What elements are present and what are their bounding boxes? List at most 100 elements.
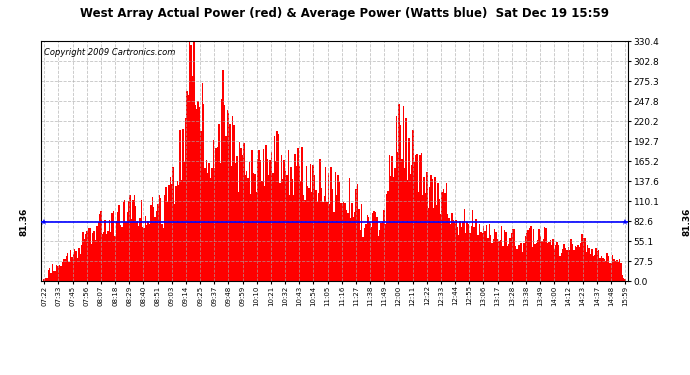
Bar: [382, 222, 383, 281]
Bar: [490, 235, 491, 281]
Bar: [401, 159, 402, 281]
Bar: [619, 259, 620, 281]
Bar: [533, 230, 534, 281]
Bar: [620, 262, 622, 281]
Bar: [175, 186, 177, 281]
Bar: [215, 148, 217, 281]
Bar: [537, 240, 538, 281]
Bar: [132, 200, 134, 281]
Bar: [482, 233, 483, 281]
Bar: [289, 195, 290, 281]
Bar: [508, 244, 509, 281]
Bar: [479, 224, 480, 281]
Bar: [240, 148, 241, 281]
Bar: [248, 162, 250, 281]
Bar: [520, 243, 522, 281]
Bar: [46, 278, 48, 281]
Bar: [376, 217, 377, 281]
Bar: [451, 213, 453, 281]
Bar: [604, 259, 605, 281]
Bar: [273, 173, 274, 281]
Bar: [616, 260, 618, 281]
Bar: [137, 221, 138, 281]
Bar: [440, 214, 442, 281]
Bar: [354, 212, 355, 281]
Bar: [624, 279, 626, 281]
Bar: [274, 136, 275, 281]
Bar: [275, 162, 277, 281]
Bar: [182, 129, 184, 281]
Bar: [608, 256, 609, 281]
Bar: [388, 154, 390, 281]
Bar: [99, 214, 100, 281]
Bar: [414, 162, 415, 281]
Bar: [443, 189, 444, 281]
Bar: [573, 250, 575, 281]
Bar: [509, 238, 511, 281]
Bar: [500, 240, 501, 281]
Bar: [426, 172, 428, 281]
Bar: [213, 140, 214, 281]
Bar: [457, 227, 458, 281]
Bar: [218, 124, 219, 281]
Bar: [268, 175, 270, 281]
Bar: [594, 255, 595, 281]
Bar: [108, 220, 110, 281]
Bar: [318, 193, 319, 281]
Bar: [383, 210, 384, 281]
Bar: [156, 211, 157, 281]
Bar: [566, 250, 568, 281]
Bar: [233, 125, 235, 281]
Bar: [96, 226, 97, 281]
Bar: [267, 159, 268, 281]
Bar: [211, 168, 213, 281]
Bar: [402, 106, 404, 281]
Bar: [152, 197, 153, 281]
Bar: [88, 228, 89, 281]
Bar: [70, 251, 71, 281]
Bar: [148, 221, 149, 281]
Bar: [355, 189, 357, 281]
Bar: [493, 238, 494, 281]
Bar: [538, 229, 540, 281]
Bar: [75, 251, 77, 281]
Bar: [400, 125, 401, 281]
Bar: [270, 160, 271, 281]
Bar: [450, 224, 451, 281]
Bar: [120, 225, 121, 281]
Bar: [586, 252, 587, 281]
Bar: [405, 118, 406, 281]
Bar: [139, 218, 141, 281]
Bar: [241, 154, 243, 281]
Bar: [429, 188, 431, 281]
Bar: [284, 160, 285, 281]
Bar: [159, 195, 160, 281]
Bar: [397, 153, 398, 281]
Bar: [542, 240, 544, 281]
Bar: [104, 219, 106, 281]
Bar: [398, 104, 400, 281]
Bar: [372, 213, 373, 281]
Bar: [204, 168, 206, 281]
Bar: [315, 190, 317, 281]
Bar: [598, 250, 600, 281]
Bar: [335, 172, 336, 281]
Bar: [153, 207, 155, 281]
Bar: [53, 271, 55, 281]
Bar: [103, 232, 104, 281]
Bar: [257, 159, 258, 281]
Bar: [613, 260, 615, 281]
Bar: [602, 258, 604, 281]
Bar: [68, 262, 70, 281]
Bar: [184, 162, 185, 281]
Bar: [425, 192, 426, 281]
Bar: [540, 236, 541, 281]
Bar: [391, 156, 393, 281]
Bar: [390, 176, 391, 281]
Bar: [497, 238, 498, 281]
Bar: [454, 222, 455, 281]
Bar: [310, 164, 311, 281]
Bar: [61, 261, 63, 281]
Bar: [300, 181, 302, 281]
Bar: [277, 131, 278, 281]
